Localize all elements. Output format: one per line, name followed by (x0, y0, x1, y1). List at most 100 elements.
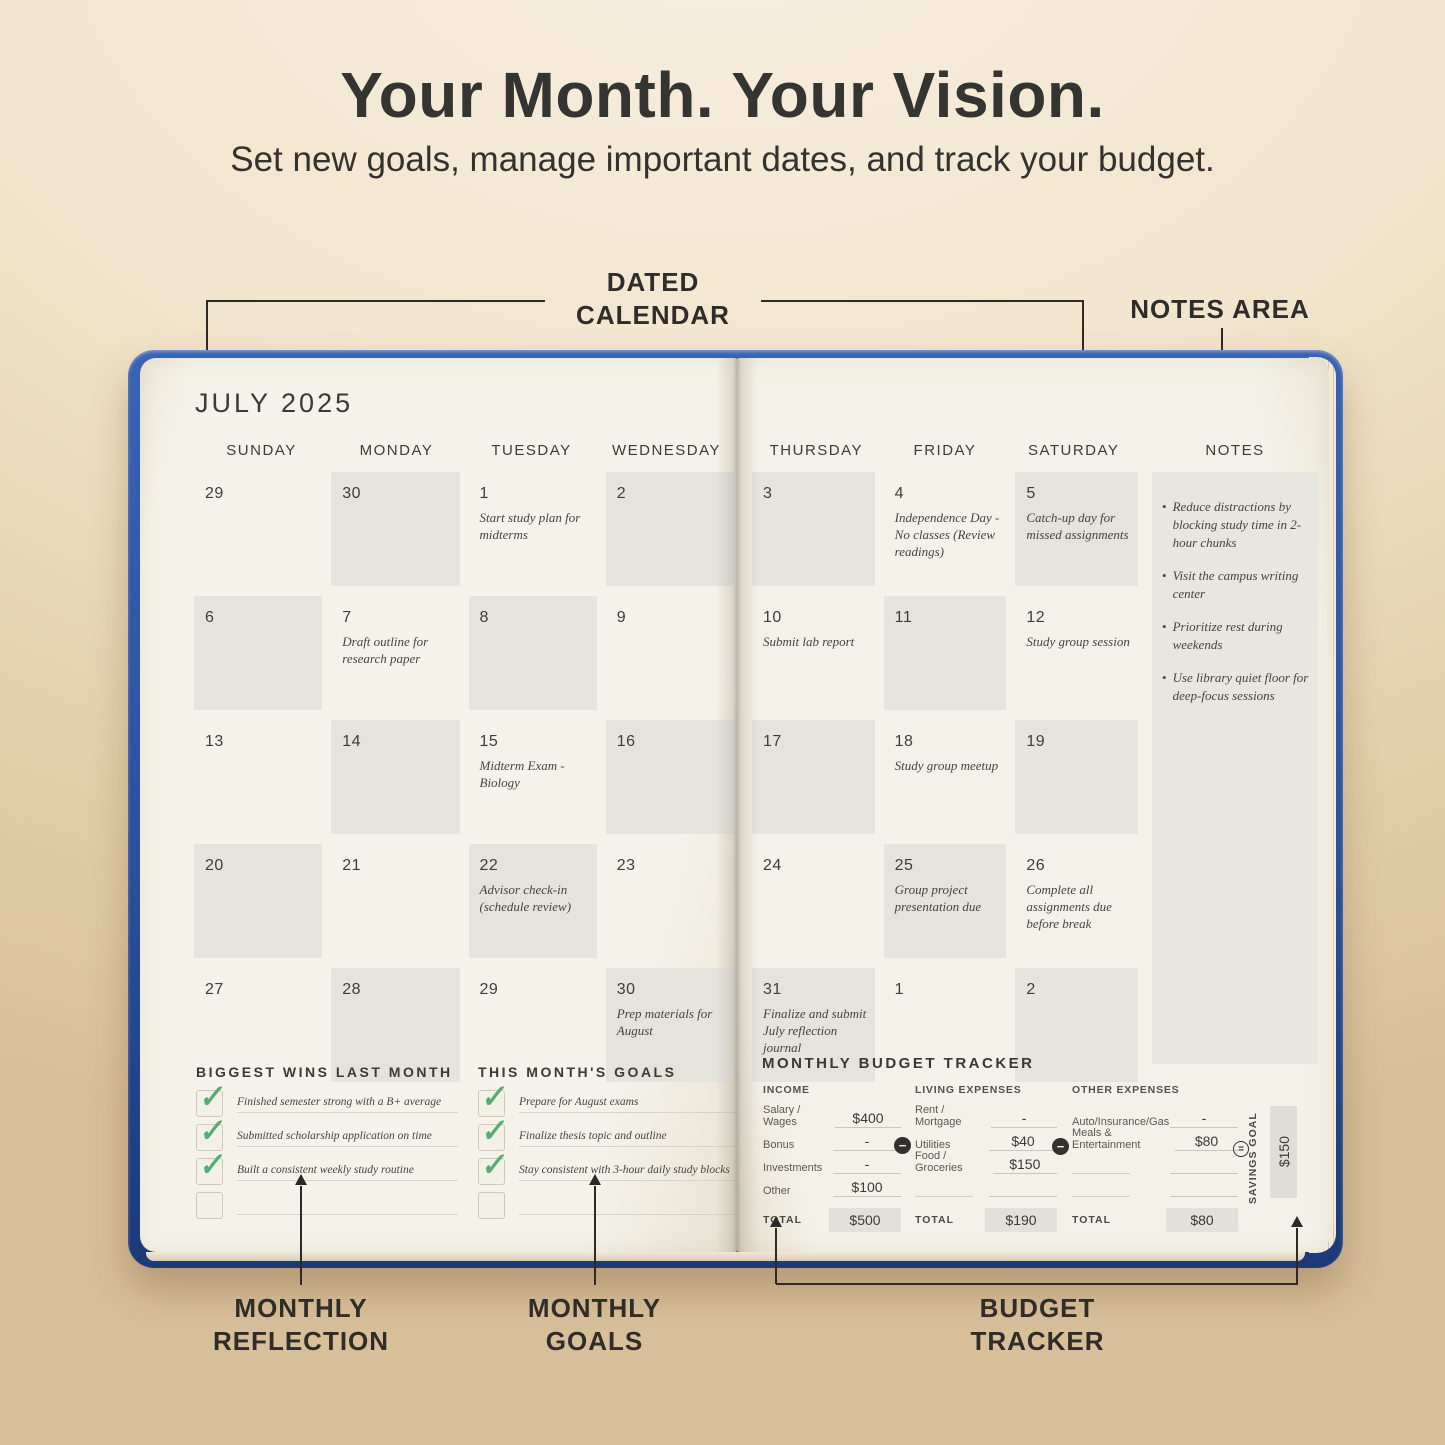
checklist-text: Stay consistent with 3-hour daily study … (519, 1158, 736, 1181)
connector-line (206, 300, 208, 380)
arrowhead-icon (770, 1216, 782, 1227)
budget-total-value: $190 (985, 1208, 1057, 1232)
note-item: • Visit the campus writing center (1162, 567, 1310, 603)
checklist-text: Finalize thesis topic and outline (519, 1124, 736, 1147)
budget-section-header: INCOME (763, 1084, 810, 1096)
day-number: 20 (205, 857, 224, 874)
budget-row: Investments - (763, 1151, 901, 1174)
connector-line (300, 1186, 302, 1285)
budget-value: $150 (992, 1156, 1057, 1174)
budget-total-row: TOTAL $80 (1072, 1208, 1238, 1232)
checklist-text: Finished semester strong with a B+ avera… (237, 1090, 458, 1113)
budget-label: Salary / Wages (763, 1104, 801, 1128)
equals-icon: = (1233, 1141, 1249, 1157)
budget-value: - (1170, 1110, 1238, 1128)
check-icon: ✓ (478, 1147, 507, 1184)
day-header: MONDAY (359, 442, 434, 459)
day-note: Catch-up day for missed assignments (1026, 510, 1129, 542)
calendar-cell: 13 (194, 720, 322, 834)
minus-icon: − (894, 1137, 911, 1154)
calendar-cell: 10 Submit lab report (752, 596, 875, 710)
checklist-item: ✓ Finalize thesis topic and outline (478, 1114, 736, 1158)
day-number: 25 (894, 857, 914, 874)
day-number: 18 (894, 733, 914, 750)
calendar-cell: 20 (194, 844, 323, 958)
bullet-icon: • (1162, 669, 1167, 685)
budget-label (915, 1182, 973, 1197)
calendar-cell: 29 (469, 968, 597, 1082)
calendar-cell: 1 Start study plan for midterms (469, 472, 597, 586)
day-header: SUNDAY (226, 442, 297, 459)
budget-label: Bonus (763, 1139, 795, 1151)
arrowhead-icon (1291, 1216, 1303, 1227)
calendar-cell: 12 Study group session (1015, 596, 1138, 710)
day-header: SATURDAY (1027, 442, 1120, 459)
day-note: Start study plan for midterms (479, 510, 581, 542)
calendar-cell: 30 (331, 472, 460, 586)
connector-line (775, 1228, 777, 1284)
day-note: Study group meetup (894, 758, 999, 773)
checklist-item: ✓ Prepare for August exams (478, 1080, 736, 1124)
day-note: Submit lab report (763, 634, 855, 649)
budget-row: Food / Groceries $150 (915, 1150, 1057, 1174)
budget-row: Rent / Mortgage - (915, 1104, 1057, 1128)
budget-row: Utilities $40 (915, 1128, 1057, 1151)
day-number: 19 (1026, 733, 1046, 750)
calendar-cell: 1 (884, 968, 1007, 1082)
day-note: Advisor check-in (schedule review) (479, 882, 572, 914)
budget-value: - (833, 1133, 901, 1151)
calendar-cell: 29 (194, 472, 322, 586)
checklist-item (196, 1192, 458, 1226)
budget-label: Other (763, 1185, 791, 1197)
day-number: 24 (763, 857, 782, 874)
day-number: 2 (616, 485, 627, 502)
day-note: Draft outline for research paper (342, 634, 429, 666)
calendar-cell: 4 Independence Day - No classes (Review r… (884, 472, 1007, 586)
notes-header: NOTES (1205, 442, 1265, 459)
day-number: 6 (205, 609, 215, 626)
budget-total-value: $80 (1166, 1208, 1238, 1232)
calendar-cell: 18 Study group meetup (884, 720, 1007, 834)
budget-value: $400 (835, 1110, 901, 1128)
connector-line (761, 300, 1083, 302)
note-text: Prioritize rest during weekends (1172, 618, 1283, 652)
calendar-cell: 30 Prep materials for August (605, 968, 734, 1082)
page-subtitle: Set new goals, manage important dates, a… (230, 140, 1215, 179)
arrowhead-icon (589, 1174, 601, 1185)
calendar-cell: 6 (194, 596, 323, 710)
day-note: Study group session (1026, 634, 1130, 649)
day-header-row: THURSDAY FRIDAY SATURDAY (752, 442, 1138, 459)
checklist-text (519, 1192, 736, 1215)
day-header: TUESDAY (491, 442, 572, 459)
day-note: Complete all assignments due before brea… (1026, 882, 1112, 931)
page-stack-bottom (146, 1252, 1305, 1261)
notes-panel: • Reduce distractions by blocking study t… (1152, 472, 1318, 1064)
day-number: 31 (763, 981, 782, 998)
day-number: 7 (342, 609, 352, 626)
note-text: Reduce distractions by blocking study ti… (1172, 499, 1302, 550)
calendar-cell: 2 (605, 472, 734, 586)
annotation-notes-area: NOTES AREA (1130, 294, 1310, 324)
day-number: 2 (1026, 981, 1036, 998)
note-item: • Prioritize rest during weekends (1162, 618, 1310, 654)
calendar-cell: 19 (1015, 720, 1138, 834)
calendar-cell: 8 (468, 596, 597, 710)
planner-book: JULY 2025 SUNDAY MONDAY TUESDAY WEDNESDA… (128, 350, 1343, 1268)
checklist-item: ✓ Finished semester strong with a B+ aver… (196, 1080, 458, 1124)
goals-checklist: ✓ Prepare for August exams ✓ Finalize thesi… (478, 1080, 736, 1226)
checkbox (478, 1192, 505, 1219)
day-number: 26 (1026, 857, 1046, 874)
budget-total-value: $500 (829, 1208, 901, 1232)
budget-total-row: TOTAL $190 (915, 1208, 1057, 1232)
budget-label: Auto/Insurance/Gas (1072, 1116, 1170, 1128)
day-number: 3 (763, 485, 773, 502)
day-number: 5 (1026, 485, 1036, 502)
calendar-cell: 15 Midterm Exam - Biology (469, 720, 597, 834)
budget-value: - (991, 1110, 1057, 1128)
day-header: THURSDAY (769, 442, 864, 459)
checklist-text: Prepare for August exams (519, 1090, 736, 1113)
calendar-cell: 24 (752, 844, 875, 958)
calendar-cell: 3 (752, 472, 875, 586)
calendar-grid-right: 3 4 Independence Day - No classes (Review … (752, 472, 1138, 1082)
